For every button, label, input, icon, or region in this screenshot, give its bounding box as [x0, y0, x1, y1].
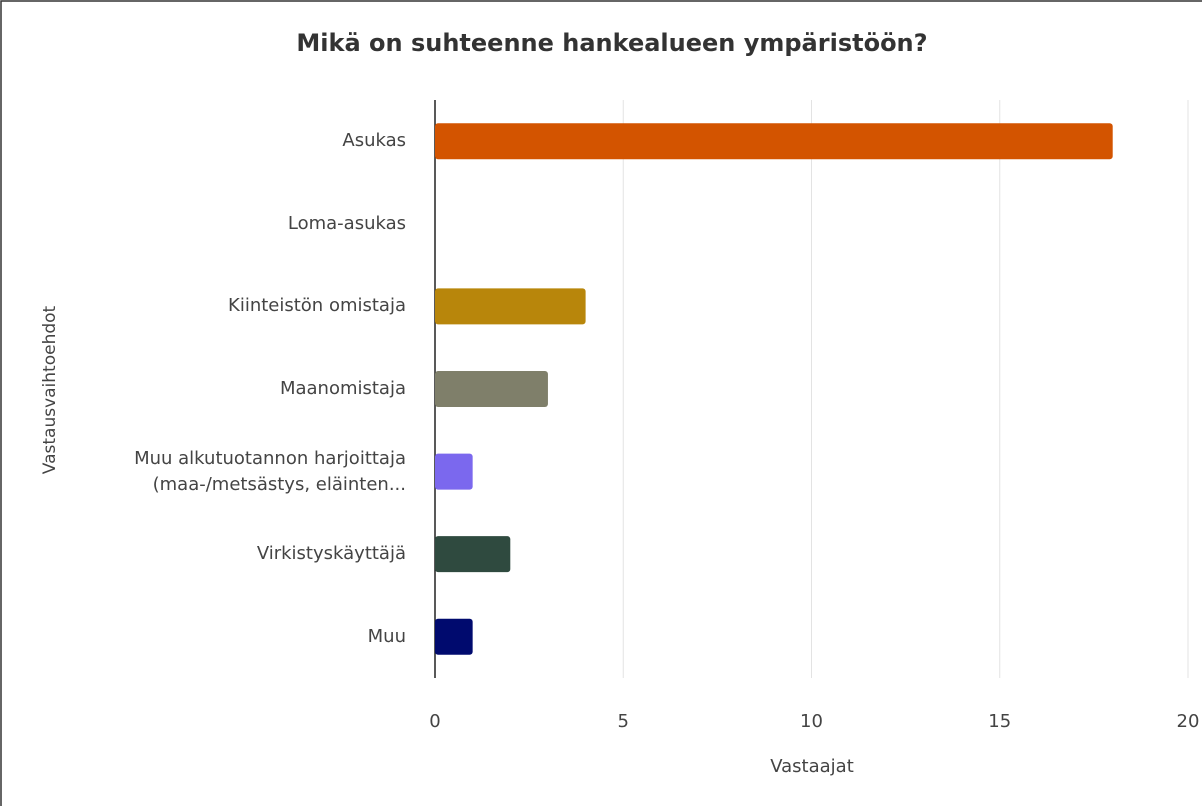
y-tick-label: Maanomistaja — [279, 378, 406, 399]
chart-title: Mikä on suhteenne hankealueen ympäristöö… — [296, 29, 927, 57]
x-tick-label: 5 — [618, 711, 629, 732]
bar — [435, 288, 586, 325]
x-tick-label: 15 — [988, 711, 1011, 732]
x-axis-title: Vastaajat — [770, 756, 854, 777]
bar — [435, 371, 548, 407]
x-tick-label: 10 — [800, 711, 823, 732]
y-tick-label: Asukas — [342, 130, 406, 152]
bar — [435, 618, 473, 655]
bar — [435, 453, 473, 490]
y-tick-label: Muu — [367, 625, 406, 647]
x-tick-label: 20 — [1177, 711, 1200, 732]
bar — [435, 536, 511, 573]
y-tick-label: Virkistyskäyttäjä — [256, 543, 406, 565]
x-tick-label: 0 — [429, 711, 440, 732]
bar — [435, 123, 1113, 160]
y-tick-label: Loma-asukas — [287, 212, 406, 234]
y-tick-label: Muu alkutuotannon harjoittaja (maa-/mets… — [134, 447, 406, 495]
y-tick-label: Kiinteistön omistaja — [228, 295, 406, 317]
y-axis-title: Vastausvaihtoehdot — [40, 305, 60, 474]
